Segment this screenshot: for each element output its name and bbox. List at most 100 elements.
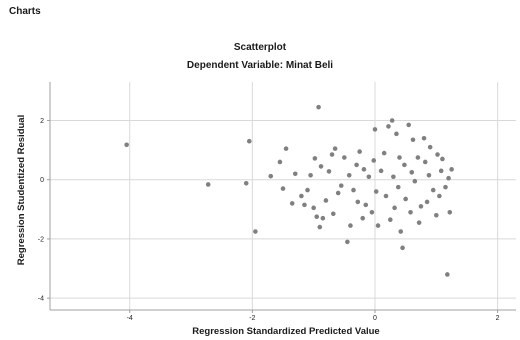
scatter-point xyxy=(403,196,408,202)
scatter-point xyxy=(318,164,324,169)
scatter-point xyxy=(360,215,366,221)
y-tick-label: -2 xyxy=(38,236,44,243)
scatter-point xyxy=(346,172,352,178)
scatter-point xyxy=(440,156,445,162)
y-axis-label: Regression Studentized Residual xyxy=(16,115,27,265)
axes xyxy=(47,82,516,313)
scatter-point xyxy=(381,150,387,156)
scatter-point xyxy=(427,144,433,150)
gridlines xyxy=(50,82,516,310)
scatter-point xyxy=(354,162,359,168)
y-tick-label: -4 xyxy=(38,296,44,303)
scatter-point xyxy=(299,193,304,199)
scatter-point xyxy=(289,201,295,206)
scatter-point xyxy=(443,184,448,190)
data-points xyxy=(124,104,454,277)
scatter-point xyxy=(332,146,338,151)
scatter-point xyxy=(243,180,249,186)
scatter-point xyxy=(402,162,407,168)
scatter-point xyxy=(351,187,356,193)
x-tick-label: -4 xyxy=(127,315,133,322)
scatter-point xyxy=(323,198,329,203)
scatter-point xyxy=(421,135,427,141)
x-tick-label: 0 xyxy=(373,315,377,322)
scatter-point xyxy=(408,209,413,215)
scatter-point xyxy=(446,175,451,181)
scatter-point xyxy=(409,170,415,175)
y-tick-label: 2 xyxy=(40,118,44,125)
scatter-point xyxy=(391,174,396,180)
scatter-point xyxy=(433,212,439,218)
scatter-point xyxy=(205,182,211,187)
scatter-point xyxy=(363,202,369,208)
scatter-point xyxy=(447,209,453,215)
scatter-point xyxy=(378,168,384,174)
scatter-point xyxy=(389,118,395,123)
x-axis-label: Regression Standardized Predicted Value xyxy=(192,326,379,337)
scatter-point xyxy=(418,204,424,209)
scatter-point xyxy=(326,169,332,174)
scatter-point xyxy=(268,173,274,179)
scatter-point xyxy=(361,167,367,172)
x-tick-label: -2 xyxy=(249,315,255,322)
scatter-point xyxy=(375,223,381,228)
scatter-point xyxy=(253,229,258,234)
scatter-point xyxy=(277,159,283,165)
scatter-point xyxy=(397,155,402,160)
scatter-point xyxy=(438,168,444,174)
scatter-point xyxy=(311,205,316,211)
scatter-point xyxy=(424,199,430,205)
scatter-point xyxy=(412,178,418,184)
x-tick-label: 2 xyxy=(496,315,500,322)
scatter-point xyxy=(369,209,375,215)
y-tick-label: 0 xyxy=(40,177,44,184)
scatter-point xyxy=(388,217,393,222)
scatter-point xyxy=(383,193,389,199)
scatter-point xyxy=(305,187,310,193)
scatter-point xyxy=(345,239,350,245)
scatter-point xyxy=(430,187,436,193)
scatter-point xyxy=(410,137,416,143)
scatter-point xyxy=(371,158,377,163)
scatter-point xyxy=(312,156,318,161)
scatter-point xyxy=(398,229,404,234)
scatter-point xyxy=(355,199,361,205)
page-header: Charts xyxy=(9,6,41,17)
scatter-point xyxy=(395,184,401,190)
scatter-point xyxy=(308,172,313,178)
scatter-point xyxy=(283,146,289,151)
scatter-point xyxy=(338,183,344,188)
scatter-point xyxy=(437,193,442,199)
chart-title: Scatterplot xyxy=(233,42,287,53)
scatter-point xyxy=(422,159,428,165)
scatter-point xyxy=(435,152,440,157)
scatter-point xyxy=(124,142,129,148)
scatter-point xyxy=(392,205,397,211)
chart-subtitle: Dependent Variable: Minat Beli xyxy=(186,60,334,71)
scatter-point xyxy=(316,104,321,110)
scatter-point xyxy=(330,211,336,217)
scatter-point xyxy=(329,152,335,157)
scatter-point xyxy=(372,127,378,132)
scatter-point xyxy=(320,215,326,221)
scatter-point xyxy=(246,138,252,144)
scatter-point xyxy=(415,155,421,160)
scatter-point xyxy=(394,131,399,137)
scatter-point xyxy=(335,190,341,196)
scatter-point xyxy=(416,220,422,225)
tick-labels: -4 -2 0 2 -4 -2 0 2 xyxy=(38,118,500,322)
scatter-point xyxy=(406,122,411,128)
scatter-point xyxy=(373,189,379,194)
scatter-point xyxy=(302,202,307,208)
scatter-point xyxy=(292,171,298,177)
scatter-point xyxy=(314,214,320,220)
scatter-point xyxy=(449,167,454,172)
scatter-point xyxy=(348,223,353,228)
scatter-point xyxy=(280,186,286,191)
scatter-point xyxy=(357,149,362,154)
scatter-point xyxy=(445,272,450,277)
scatter-point xyxy=(317,224,323,230)
scatter-point xyxy=(342,155,347,160)
scatter-point xyxy=(386,124,391,129)
